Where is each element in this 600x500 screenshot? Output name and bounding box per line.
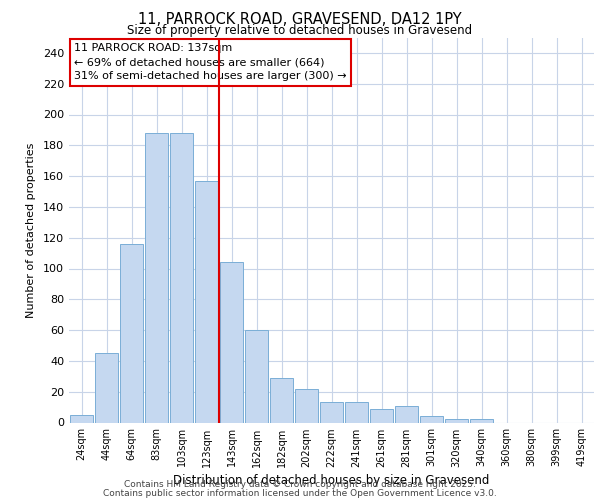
X-axis label: Distribution of detached houses by size in Gravesend: Distribution of detached houses by size … bbox=[173, 474, 490, 487]
Bar bbox=[395, 406, 418, 422]
Text: 11 PARROCK ROAD: 137sqm
← 69% of detached houses are smaller (664)
31% of semi-d: 11 PARROCK ROAD: 137sqm ← 69% of detache… bbox=[74, 44, 347, 82]
Text: Size of property relative to detached houses in Gravesend: Size of property relative to detached ho… bbox=[127, 24, 473, 37]
Text: Contains public sector information licensed under the Open Government Licence v3: Contains public sector information licen… bbox=[103, 488, 497, 498]
Bar bbox=[120, 244, 143, 422]
Bar bbox=[320, 402, 343, 422]
Bar bbox=[445, 420, 468, 422]
Y-axis label: Number of detached properties: Number of detached properties bbox=[26, 142, 36, 318]
Bar bbox=[270, 378, 293, 422]
Bar bbox=[370, 408, 393, 422]
Bar bbox=[170, 133, 193, 422]
Bar bbox=[220, 262, 243, 422]
Bar bbox=[245, 330, 268, 422]
Bar bbox=[145, 133, 168, 422]
Text: Contains HM Land Registry data © Crown copyright and database right 2025.: Contains HM Land Registry data © Crown c… bbox=[124, 480, 476, 489]
Text: 11, PARROCK ROAD, GRAVESEND, DA12 1PY: 11, PARROCK ROAD, GRAVESEND, DA12 1PY bbox=[138, 12, 462, 28]
Bar bbox=[420, 416, 443, 422]
Bar bbox=[470, 420, 493, 422]
Bar bbox=[345, 402, 368, 422]
Bar bbox=[95, 353, 118, 422]
Bar bbox=[70, 415, 93, 422]
Bar bbox=[195, 180, 218, 422]
Bar bbox=[295, 388, 318, 422]
